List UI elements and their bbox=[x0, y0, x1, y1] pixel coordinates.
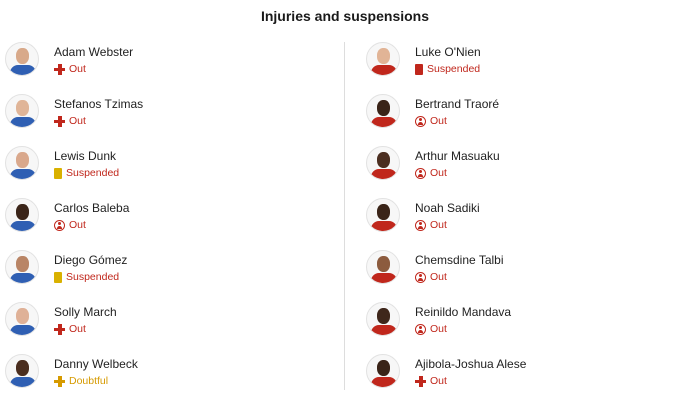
status-label: Out bbox=[430, 115, 447, 127]
status-label: Out bbox=[430, 219, 447, 231]
player-status: Out bbox=[415, 167, 500, 179]
status-label: Doubtful bbox=[69, 375, 109, 387]
player-name: Solly March bbox=[54, 305, 117, 319]
player-row[interactable]: Chemsdine Talbi Out bbox=[366, 248, 526, 300]
player-row[interactable]: Lewis Dunk Suspended bbox=[5, 144, 143, 196]
status-label: Out bbox=[430, 323, 447, 335]
status-label: Suspended bbox=[66, 271, 120, 283]
player-status: Out bbox=[415, 115, 499, 127]
player-status: Out bbox=[54, 219, 129, 231]
player-status: Out bbox=[415, 323, 511, 335]
player-avatar bbox=[5, 198, 39, 232]
player-name: Noah Sadiki bbox=[415, 201, 480, 215]
injury-cross-icon bbox=[54, 323, 65, 335]
player-status: Out bbox=[54, 323, 117, 335]
player-avatar bbox=[5, 302, 39, 336]
yellow-card-icon bbox=[54, 167, 62, 179]
player-row[interactable]: Stefanos Tzimas Out bbox=[5, 92, 143, 144]
person-unavailable-icon bbox=[415, 115, 426, 127]
player-status: Out bbox=[415, 375, 526, 387]
person-unavailable-icon bbox=[415, 323, 426, 335]
player-row[interactable]: Carlos Baleba Out bbox=[5, 196, 143, 248]
player-row[interactable]: Solly March Out bbox=[5, 300, 143, 352]
player-avatar bbox=[366, 302, 400, 336]
red-card-icon bbox=[415, 63, 423, 75]
player-avatar bbox=[5, 42, 39, 76]
player-avatar bbox=[366, 146, 400, 180]
person-unavailable-icon bbox=[415, 219, 426, 231]
status-label: Out bbox=[69, 115, 86, 127]
player-row[interactable]: Arthur Masuaku Out bbox=[366, 144, 526, 196]
player-status: Suspended bbox=[54, 167, 119, 179]
status-label: Suspended bbox=[427, 63, 481, 75]
player-status: Suspended bbox=[54, 271, 127, 283]
player-name: Reinildo Mandava bbox=[415, 305, 512, 319]
player-row[interactable]: Danny Welbeck Doubtful bbox=[5, 352, 143, 404]
player-avatar bbox=[366, 354, 400, 388]
player-status: Suspended bbox=[415, 63, 481, 75]
player-row[interactable]: Luke O'Nien Suspended bbox=[366, 40, 526, 92]
injury-cross-icon bbox=[415, 375, 426, 387]
player-status: Out bbox=[54, 115, 143, 127]
player-name: Chemsdine Talbi bbox=[415, 253, 504, 267]
player-name: Luke O'Nien bbox=[415, 45, 481, 59]
status-label: Out bbox=[430, 167, 447, 179]
injury-cross-icon bbox=[54, 115, 65, 127]
player-status: Out bbox=[54, 63, 133, 75]
section-title: Injuries and suspensions bbox=[260, 8, 430, 24]
player-name: Carlos Baleba bbox=[54, 201, 130, 215]
player-avatar bbox=[366, 94, 400, 128]
status-label: Out bbox=[430, 271, 447, 283]
status-label: Out bbox=[69, 219, 86, 231]
yellow-card-icon bbox=[54, 271, 62, 283]
player-name: Adam Webster bbox=[54, 45, 134, 59]
doubtful-cross-icon bbox=[54, 375, 65, 387]
player-row[interactable]: Noah Sadiki Out bbox=[366, 196, 526, 248]
player-name: Stefanos Tzimas bbox=[54, 97, 144, 111]
player-status: Doubtful bbox=[54, 375, 138, 387]
player-row[interactable]: Bertrand Traoré Out bbox=[366, 92, 526, 144]
player-name: Lewis Dunk bbox=[54, 149, 117, 163]
person-unavailable-icon bbox=[415, 167, 426, 179]
injury-cross-icon bbox=[54, 63, 65, 75]
status-label: Out bbox=[430, 375, 447, 387]
player-avatar bbox=[5, 250, 39, 284]
away-team-list: Luke O'Nien Suspended Bertrand Traoré Ou… bbox=[366, 40, 526, 404]
player-avatar bbox=[366, 250, 400, 284]
player-avatar bbox=[5, 354, 39, 388]
person-unavailable-icon bbox=[54, 219, 65, 231]
player-avatar bbox=[5, 146, 39, 180]
player-avatar bbox=[366, 42, 400, 76]
player-avatar bbox=[366, 198, 400, 232]
player-row[interactable]: Diego Gómez Suspended bbox=[5, 248, 143, 300]
player-name: Ajibola-Joshua Alese bbox=[415, 357, 527, 371]
status-label: Suspended bbox=[66, 167, 120, 179]
home-team-list: Adam Webster Out Stefanos Tzimas Out Lew… bbox=[5, 40, 143, 404]
player-name: Bertrand Traoré bbox=[415, 97, 500, 111]
player-name: Danny Welbeck bbox=[54, 357, 138, 371]
player-row[interactable]: Ajibola-Joshua Alese Out bbox=[366, 352, 526, 404]
player-avatar bbox=[5, 94, 39, 128]
player-name: Arthur Masuaku bbox=[415, 149, 500, 163]
status-label: Out bbox=[69, 63, 86, 75]
player-row[interactable]: Reinildo Mandava Out bbox=[366, 300, 526, 352]
player-status: Out bbox=[415, 219, 480, 231]
player-status: Out bbox=[415, 271, 504, 283]
person-unavailable-icon bbox=[415, 271, 426, 283]
player-row[interactable]: Adam Webster Out bbox=[5, 40, 143, 92]
player-name: Diego Gómez bbox=[54, 253, 128, 267]
column-divider bbox=[344, 42, 345, 390]
status-label: Out bbox=[69, 323, 86, 335]
